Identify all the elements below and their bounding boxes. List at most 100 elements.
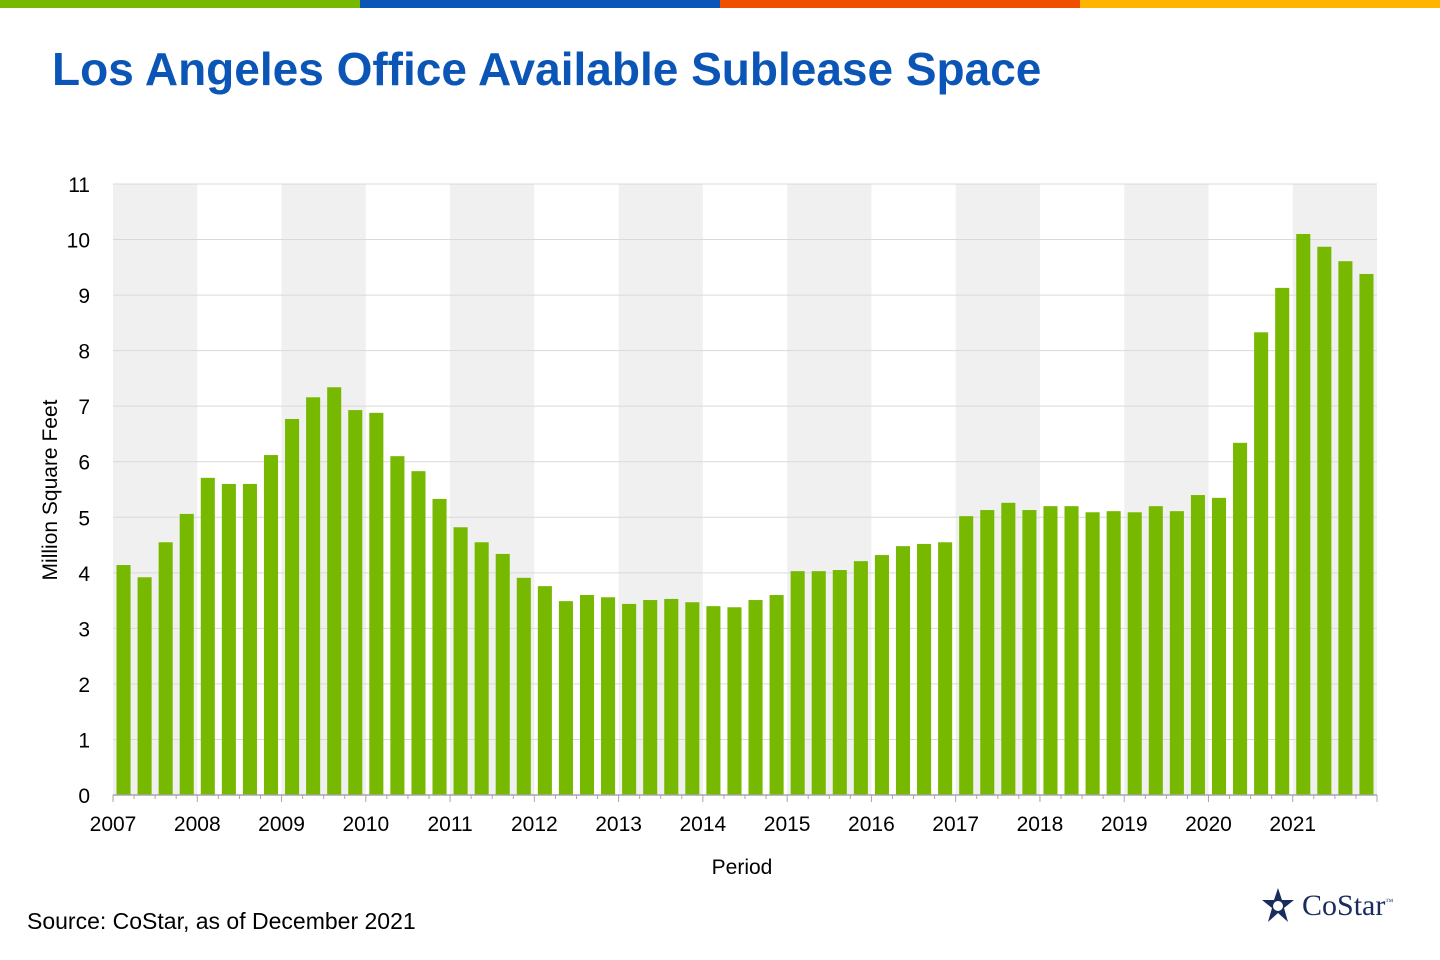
bar	[411, 471, 426, 795]
bar	[158, 542, 173, 795]
bar	[558, 601, 573, 795]
y-tick-label: 11	[68, 174, 90, 197]
bar	[811, 571, 826, 795]
x-tick-label: 2012	[511, 813, 558, 836]
bar	[285, 418, 300, 795]
bar	[516, 577, 531, 795]
y-tick-label: 1	[78, 729, 90, 752]
bar	[179, 513, 194, 795]
x-tick-label: 2016	[848, 813, 895, 836]
bar	[622, 603, 637, 795]
costar-logo: CoStar™	[1260, 886, 1393, 926]
bar	[790, 571, 805, 795]
bar	[137, 577, 152, 795]
page-title: Los Angeles Office Available Sublease Sp…	[52, 43, 1042, 95]
bar	[348, 410, 363, 795]
bar	[748, 600, 763, 795]
logo-name: CoStar	[1302, 889, 1386, 922]
x-tick-label: 2007	[90, 813, 137, 836]
bar	[685, 602, 700, 795]
bar	[1043, 506, 1058, 795]
logo-tm: ™	[1385, 897, 1394, 906]
y-tick-label: 5	[78, 507, 90, 530]
costar-star-icon	[1262, 888, 1294, 922]
logo-text: CoStar™	[1302, 889, 1393, 923]
x-tick-label: 2013	[595, 813, 642, 836]
bar	[453, 527, 468, 795]
x-tick-label: 2008	[174, 813, 221, 836]
y-tick-label: 3	[78, 618, 90, 641]
y-axis-label: Million Square Feet	[39, 399, 62, 580]
stripe-green	[0, 0, 360, 8]
bar	[579, 595, 595, 795]
bar	[1317, 246, 1332, 795]
bar	[1211, 497, 1227, 795]
x-tick-label: 2021	[1269, 813, 1316, 836]
bar	[1064, 506, 1079, 795]
bar	[369, 412, 384, 795]
y-tick-label: 6	[78, 452, 90, 475]
bar	[1085, 512, 1100, 795]
bar	[432, 498, 447, 795]
bar	[474, 542, 489, 795]
bar	[1254, 332, 1269, 795]
bar	[327, 387, 342, 795]
bar	[1022, 510, 1037, 795]
y-tick-label: 2	[78, 674, 90, 697]
bar	[306, 397, 321, 795]
bar	[832, 570, 847, 795]
y-tick-label: 0	[78, 785, 90, 808]
bar	[980, 510, 995, 795]
x-tick-label: 2014	[680, 813, 727, 836]
stripe-yellow	[1080, 0, 1440, 8]
bar	[537, 586, 552, 795]
bar	[874, 555, 889, 795]
bar	[1001, 502, 1016, 795]
bar	[1148, 506, 1163, 795]
x-tick-label: 2020	[1185, 813, 1232, 836]
bar	[116, 565, 131, 795]
bar	[959, 516, 974, 795]
bar	[495, 553, 510, 795]
bar	[1338, 261, 1353, 795]
bar	[1296, 233, 1311, 795]
bar	[1233, 442, 1248, 795]
bar	[200, 477, 215, 795]
x-tick-label: 2018	[1017, 813, 1064, 836]
bar	[917, 543, 932, 795]
bar	[895, 546, 911, 795]
y-tick-label: 8	[78, 341, 90, 364]
y-tick-label: 9	[78, 285, 90, 308]
bar	[221, 483, 236, 795]
x-tick-label: 2017	[932, 813, 979, 836]
y-tick-label: 4	[78, 563, 90, 586]
bar	[664, 598, 679, 795]
y-tick-label: 10	[67, 230, 90, 253]
bar	[643, 600, 658, 795]
bar	[1275, 287, 1290, 795]
bar	[1190, 495, 1205, 795]
x-tick-label: 2019	[1101, 813, 1148, 836]
x-axis-label: Period	[712, 856, 773, 879]
bar	[1359, 273, 1374, 795]
bar	[1127, 512, 1142, 795]
x-tick-label: 2015	[764, 813, 811, 836]
bar	[1106, 511, 1121, 795]
bar	[1169, 511, 1184, 795]
bar	[601, 597, 616, 795]
source-note: Source: CoStar, as of December 2021	[27, 908, 416, 934]
bar	[706, 606, 721, 795]
stripe-blue	[360, 0, 720, 8]
stripe-orange	[720, 0, 1080, 8]
bar	[263, 455, 279, 795]
bar	[390, 456, 405, 795]
y-tick-label: 7	[78, 396, 90, 419]
bar	[853, 561, 868, 795]
bar	[769, 595, 784, 795]
bar	[938, 542, 953, 795]
x-tick-label: 2011	[427, 813, 472, 836]
bar	[242, 483, 257, 795]
x-tick-label: 2010	[342, 813, 389, 836]
bar	[727, 607, 742, 795]
